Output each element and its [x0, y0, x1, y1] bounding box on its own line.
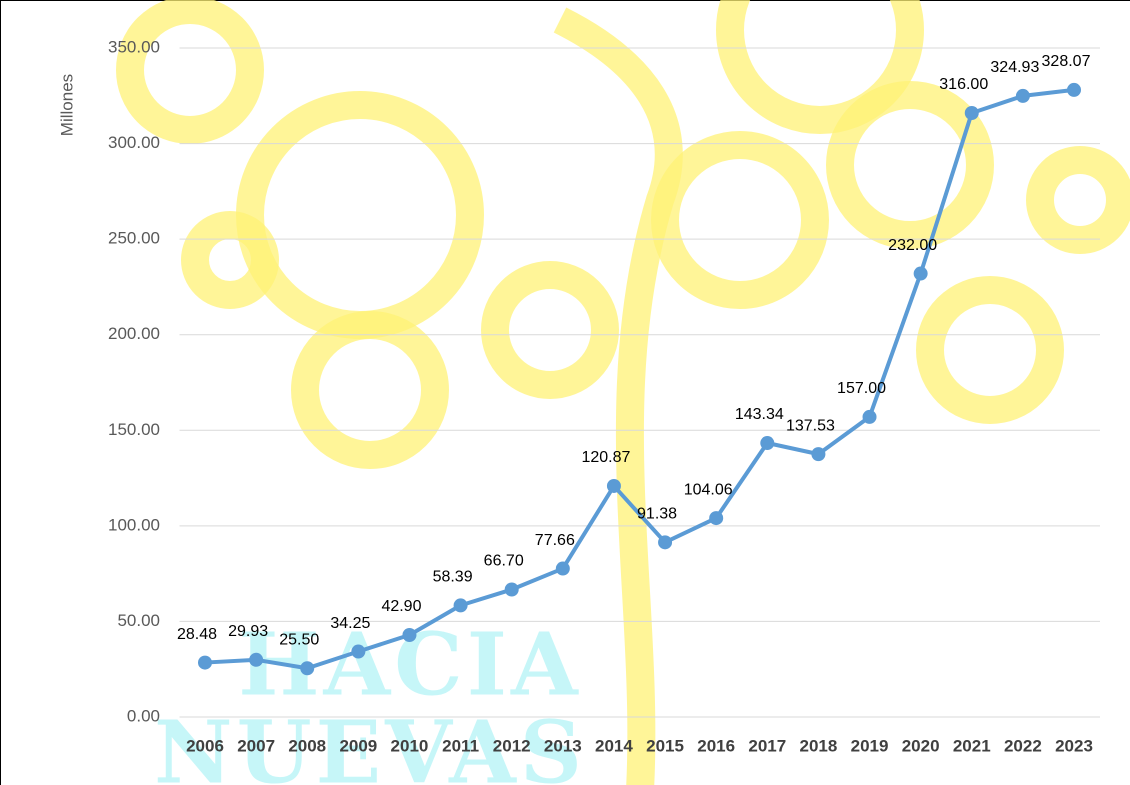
marker — [964, 105, 979, 120]
marker — [1067, 82, 1081, 97]
watermark: NUEVAS — [154, 703, 586, 785]
marker — [351, 644, 366, 659]
marker — [555, 561, 570, 576]
marker — [249, 652, 264, 667]
data-label: 232.00 — [888, 237, 937, 254]
x-tick-label: 2017 — [748, 736, 786, 755]
x-tick-label: 2022 — [1004, 736, 1042, 755]
y-tick-label: 50.00 — [117, 611, 160, 630]
background-swirls — [116, 0, 1130, 785]
data-label: 25.50 — [279, 631, 319, 648]
x-tick-label: 2023 — [1055, 736, 1093, 755]
marker — [811, 447, 826, 462]
x-tick-label: 2020 — [902, 736, 940, 755]
x-tick-label: 2012 — [493, 736, 531, 755]
x-tick-label: 2010 — [391, 736, 429, 755]
y-tick-label: 0.00 — [127, 706, 160, 725]
y-axis-label: Millones — [57, 74, 76, 136]
marker — [300, 661, 315, 676]
x-tick-label: 2014 — [595, 736, 633, 755]
y-tick-label: 250.00 — [108, 229, 160, 248]
data-label: 143.34 — [735, 406, 784, 423]
data-label: 328.07 — [1042, 53, 1091, 70]
marker — [862, 409, 877, 424]
y-tick-label: 100.00 — [108, 515, 160, 534]
data-label: 324.93 — [990, 59, 1039, 76]
x-tick-label: 2013 — [544, 736, 582, 755]
y-tick-label: 150.00 — [108, 420, 160, 439]
x-tick-label: 2007 — [237, 736, 275, 755]
data-label: 104.06 — [684, 481, 733, 498]
x-tick-label: 2019 — [851, 736, 889, 755]
marker — [658, 535, 673, 550]
line — [204, 87, 1075, 671]
marker — [760, 436, 775, 451]
x-tick-label: 2008 — [288, 736, 326, 755]
x-tick-label: 2016 — [697, 736, 735, 755]
x-tick-label: 2018 — [799, 736, 837, 755]
data-label: 316.00 — [939, 76, 988, 93]
marker — [453, 598, 468, 613]
x-tick-label: 2015 — [646, 736, 684, 755]
x-tick-label: 2009 — [339, 736, 377, 755]
data-label: 29.93 — [228, 623, 268, 640]
y-tick-label: 300.00 — [108, 133, 160, 152]
marker — [504, 582, 519, 597]
marker — [402, 627, 417, 642]
x-tick-label: 2021 — [953, 736, 991, 755]
y-tick-label: 200.00 — [108, 324, 160, 343]
data-label: 58.39 — [433, 569, 473, 586]
y-tick-label: 350.00 — [108, 37, 160, 56]
data-label: 137.53 — [786, 417, 835, 434]
data-label: 120.87 — [581, 449, 630, 466]
marker — [198, 655, 212, 670]
data-label: 66.70 — [484, 553, 524, 570]
data-label: 157.00 — [837, 380, 886, 397]
data-label: 34.25 — [330, 615, 370, 632]
data-label: 91.38 — [637, 506, 677, 523]
x-tick-label: 2006 — [186, 736, 224, 755]
marker — [1015, 88, 1030, 103]
data-label: 42.90 — [381, 598, 421, 615]
marker — [606, 478, 621, 493]
x-tick-label: 2011 — [442, 736, 479, 755]
marker — [709, 511, 724, 526]
data-label: 28.48 — [177, 626, 217, 643]
data-label: 77.66 — [535, 532, 575, 549]
marker — [913, 266, 928, 281]
